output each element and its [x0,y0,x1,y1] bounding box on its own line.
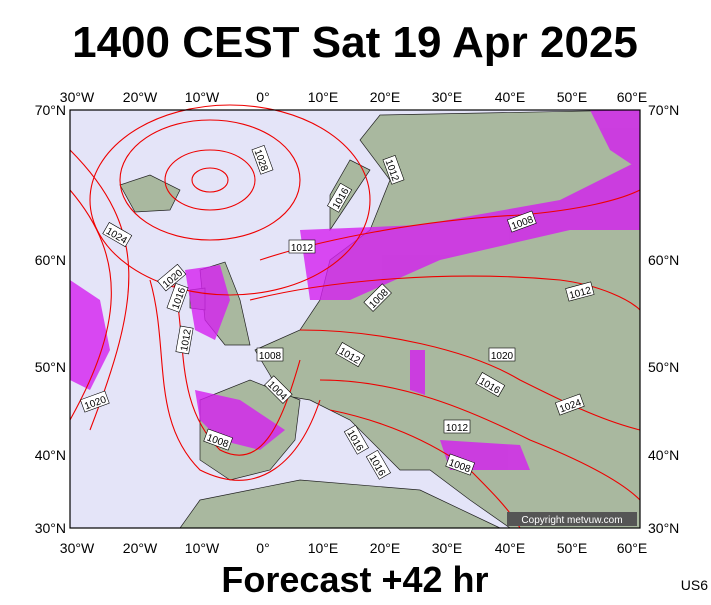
map-area: 1028102410201016101210201008100410081012… [69,104,641,529]
lon-tick-bottom: 10°E [308,540,339,556]
lon-tick-bottom: 20°E [370,540,401,556]
isobar-label: 1012 [288,239,316,254]
isobar-label-text: 1012 [179,328,194,352]
isobar-label-box [363,283,392,312]
lon-tick-bottom: 50°E [557,540,588,556]
lat-tick-left: 40°N [35,447,66,463]
isobar-label-box [443,419,471,434]
isobar-label-box [555,393,585,416]
lat-tick-left: 50°N [35,359,66,375]
isobar-label-box [565,281,595,302]
isobar-label: 1012 [175,325,194,355]
lon-tick-bottom: 40°E [495,540,526,556]
isobar-label-box [488,347,516,362]
lat-tick-left: 70°N [35,102,66,118]
isobar-label: 1008 [256,347,284,362]
isobar-label-box [157,263,187,292]
lon-tick-bottom: 60°E [617,540,648,556]
isobar-label-box [251,145,274,175]
lon-tick-top: 20°W [123,89,158,105]
isobars [69,104,641,529]
isobar-label-box [264,375,293,404]
lon-tick-top: 10°E [308,89,339,105]
isobar-label-box [343,424,369,455]
lat-tick-right: 60°N [648,252,679,268]
isobar-label-box [288,239,316,254]
isobar-label-text: 1008 [259,351,282,362]
isobar-label-box [102,222,133,248]
forecast-label: Forecast +42 hr [221,559,488,600]
isobar-label-box [382,155,405,185]
lon-tick-top: 50°E [557,89,588,105]
lon-tick-bottom: 10°W [185,540,220,556]
lon-tick-top: 20°E [370,89,401,105]
isobar-labels: 1028102410201016101210201008100410081012… [80,145,595,480]
isobar-label-box [335,342,366,368]
copyright: Copyright metvuw.com [521,515,622,526]
lon-tick-top: 30°E [432,89,463,105]
lon-tick-bottom: 20°W [123,540,158,556]
lat-tick-left: 60°N [35,252,66,268]
map-frame [69,109,641,529]
model-code: US6 [681,577,708,593]
lon-tick-top: 10°W [185,89,220,105]
lat-tick-left: 30°N [35,520,66,536]
isobar-label-text: 1020 [491,351,514,362]
copyright-box [507,512,637,526]
lon-tick-bottom: 30°E [432,540,463,556]
lon-tick-top: 40°E [495,89,526,105]
lat-tick-right: 50°N [648,359,679,375]
lon-tick-bottom: 30°W [60,540,95,556]
lon-tick-bottom: 0° [256,540,269,556]
lat-tick-right: 30°N [648,520,679,536]
lon-tick-top: 30°W [60,89,95,105]
isobar-label-box [166,283,189,313]
isobar-label-box [175,325,194,355]
isobar-label-box [365,449,391,480]
lat-tick-right: 70°N [648,102,679,118]
isobar-label-text: 1012 [291,243,314,254]
isobar-label-text: 1012 [446,423,469,434]
lat-tick-right: 40°N [648,447,679,463]
isobar-label: 1012 [443,419,471,434]
isobar-label-box [327,182,353,213]
lon-tick-top: 0° [256,89,269,105]
title: 1400 CEST Sat 19 Apr 2025 [72,18,638,67]
isobar-label-box [256,347,284,362]
isobar-label-box [445,453,475,476]
isobar-label-box [475,372,506,398]
isobar-label-box [203,428,233,451]
isobar-label-box [507,210,537,233]
lon-tick-top: 60°E [617,89,648,105]
isobar-label: 1020 [488,347,516,362]
graticule-labels: 30°W 30°W 20°W 20°W 10°W 10°W 0° 0° 10°E 10°E 20°E… [35,89,680,556]
isobar-label-box [80,390,110,413]
